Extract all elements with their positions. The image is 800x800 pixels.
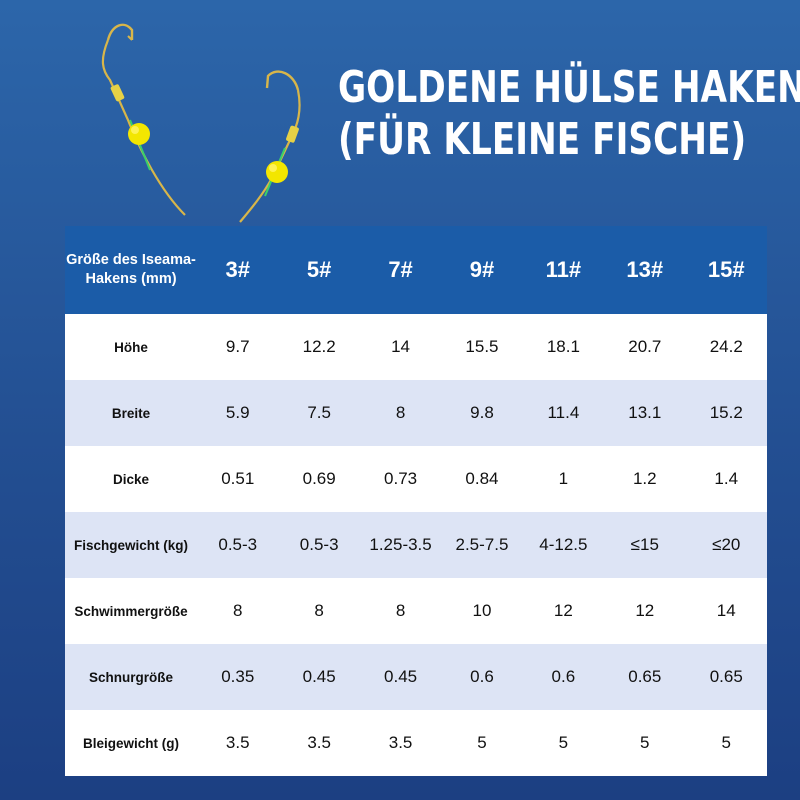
table-cell: 18.1 xyxy=(522,314,605,380)
column-header: 7# xyxy=(359,226,442,314)
table-cell: 0.69 xyxy=(278,446,360,512)
table-cell: 12 xyxy=(604,578,686,644)
column-header: 3# xyxy=(197,226,279,314)
table-cell: 0.65 xyxy=(685,644,767,710)
table-cell: 0.51 xyxy=(197,446,279,512)
row-label: Schwimmergröße xyxy=(65,578,198,644)
title-line-1: GOLDENE HÜLSE HAKEN xyxy=(338,62,800,113)
table-cell: 2.5-7.5 xyxy=(441,512,523,578)
table-cell: 3.5 xyxy=(359,710,442,776)
row-label: Breite xyxy=(65,380,198,446)
table-cell: 5 xyxy=(441,710,523,776)
table-cell: 0.6 xyxy=(522,644,605,710)
table-row: Fischgewicht (kg) 0.5-3 0.5-3 1.25-3.5 2… xyxy=(65,512,767,578)
title-line-2: (FÜR KLEINE FISCHE) xyxy=(338,114,747,165)
table-cell: 15.2 xyxy=(685,380,767,446)
golden-hooks-with-floats-icon xyxy=(101,23,301,223)
table-cell: 9.7 xyxy=(197,314,279,380)
table-cell: 0.65 xyxy=(604,644,686,710)
table-cell: 14 xyxy=(685,578,767,644)
column-header: 5# xyxy=(278,226,360,314)
table-cell: 5.9 xyxy=(197,380,279,446)
table-cell: 10 xyxy=(441,578,523,644)
table-cell: 8 xyxy=(359,578,442,644)
row-label: Höhe xyxy=(65,314,198,380)
table-cell: 24.2 xyxy=(685,314,767,380)
table-cell: 9.8 xyxy=(441,380,523,446)
table-cell: 0.35 xyxy=(197,644,279,710)
table-cell: 11.4 xyxy=(522,380,605,446)
row-label: Bleigewicht (g) xyxy=(65,710,198,776)
table-cell: 0.6 xyxy=(441,644,523,710)
corner-header: Größe des Iseama-Hakens (mm) xyxy=(65,226,198,314)
column-header: 9# xyxy=(441,226,523,314)
table-cell: ≤20 xyxy=(685,512,767,578)
table-cell: 0.45 xyxy=(359,644,442,710)
table-cell: 15.5 xyxy=(441,314,523,380)
table-cell: 0.5-3 xyxy=(278,512,360,578)
row-label: Fischgewicht (kg) xyxy=(65,512,198,578)
table-cell: 8 xyxy=(359,380,442,446)
table-cell: 0.73 xyxy=(359,446,442,512)
table-row: Schnurgröße 0.35 0.45 0.45 0.6 0.6 0.65 … xyxy=(65,644,767,710)
table-cell: ≤15 xyxy=(604,512,686,578)
table-cell: 4-12.5 xyxy=(522,512,605,578)
table-header-row: Größe des Iseama-Hakens (mm) 3# 5# 7# 9#… xyxy=(65,226,767,314)
table-cell: 8 xyxy=(278,578,360,644)
table-cell: 8 xyxy=(197,578,279,644)
table-cell: 20.7 xyxy=(604,314,686,380)
table-row: Höhe 9.7 12.2 14 15.5 18.1 20.7 24.2 xyxy=(65,314,767,380)
table-cell: 0.84 xyxy=(441,446,523,512)
table-cell: 1.4 xyxy=(685,446,767,512)
size-table: Größe des Iseama-Hakens (mm) 3# 5# 7# 9#… xyxy=(65,226,767,776)
hero-section: GOLDENE HÜLSE HAKEN (FÜR KLEINE FISCHE) xyxy=(0,0,800,228)
table-cell: 14 xyxy=(359,314,442,380)
table-cell: 0.5-3 xyxy=(197,512,279,578)
table-row: Bleigewicht (g) 3.5 3.5 3.5 5 5 5 5 xyxy=(65,710,767,776)
column-header: 15# xyxy=(685,226,767,314)
table-row: Dicke 0.51 0.69 0.73 0.84 1 1.2 1.4 xyxy=(65,446,767,512)
table-cell: 13.1 xyxy=(604,380,686,446)
table-row: Breite 5.9 7.5 8 9.8 11.4 13.1 15.2 xyxy=(65,380,767,446)
table-cell: 5 xyxy=(522,710,605,776)
table-cell: 1.25-3.5 xyxy=(359,512,442,578)
table-row: Schwimmergröße 8 8 8 10 12 12 14 xyxy=(65,578,767,644)
table-cell: 5 xyxy=(685,710,767,776)
page-title: GOLDENE HÜLSE HAKEN (FÜR KLEINE FISCHE) xyxy=(338,62,800,166)
table-cell: 12.2 xyxy=(278,314,360,380)
row-label: Dicke xyxy=(65,446,198,512)
table-cell: 1 xyxy=(522,446,605,512)
table-cell: 3.5 xyxy=(197,710,279,776)
column-header: 13# xyxy=(604,226,686,314)
table-cell: 0.45 xyxy=(278,644,360,710)
column-header: 11# xyxy=(522,226,605,314)
row-label: Schnurgröße xyxy=(65,644,198,710)
table-cell: 12 xyxy=(522,578,605,644)
table-cell: 1.2 xyxy=(604,446,686,512)
table-cell: 3.5 xyxy=(278,710,360,776)
table-cell: 5 xyxy=(604,710,686,776)
table-cell: 7.5 xyxy=(278,380,360,446)
